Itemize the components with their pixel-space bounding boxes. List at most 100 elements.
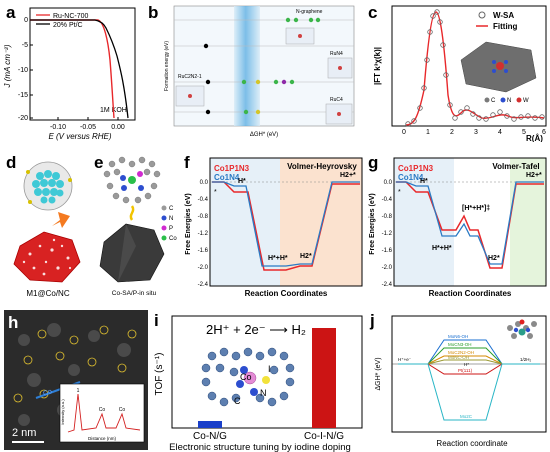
label-b-3: RuC4 bbox=[330, 97, 343, 103]
series-label-g-1: Co1N4 bbox=[398, 173, 424, 182]
panel-letter-g: g bbox=[368, 153, 379, 172]
inset-xlabel: Distance (nm) bbox=[88, 436, 117, 441]
left-label-j: H⁺+e⁻ bbox=[398, 357, 412, 362]
panel-letter-h: h bbox=[8, 313, 19, 332]
haadf-stem-image: Co 1 Co Co Distance (nm) Intensity (a.u.… bbox=[12, 323, 145, 443]
panel-g: g Volmer-Tafel Co1P1N3 Co1N4 * H* [H*+H*… bbox=[366, 150, 550, 300]
inset-peak-0: 1 bbox=[77, 388, 80, 394]
formation-energy-plot: N-graphene RuN4 RuC2N2-1 RuC4 ΔGH* (eV) … bbox=[164, 5, 355, 138]
ytick-g-1: -0.4 bbox=[382, 197, 393, 203]
ylabel-b: Formation energy (eV) bbox=[164, 41, 170, 91]
ytick-g-2: -0.8 bbox=[382, 214, 393, 220]
level-j-5 bbox=[398, 363, 540, 421]
ylabel-a: J (mA cm⁻²) bbox=[3, 44, 12, 88]
w-sa-points bbox=[405, 9, 545, 127]
plot-frame-a bbox=[29, 7, 136, 121]
level-label-j-5: Mo2C bbox=[460, 414, 473, 419]
series-label-g-0: Co1P1N3 bbox=[398, 164, 434, 173]
legend-c-0: W-SA bbox=[493, 11, 514, 20]
state-g-4: H2* bbox=[488, 255, 500, 262]
ylabel-c: |FT k³χ(k)| bbox=[373, 47, 382, 85]
panel-e: e C N P Co Co-SA/P-in situ bbox=[92, 150, 182, 300]
plot-frame-j bbox=[391, 315, 547, 433]
panel-letter-j: j bbox=[370, 311, 375, 330]
co-sa-p-illustration: C N P Co Co-SA/P-in situ bbox=[99, 156, 177, 297]
m1-co-nc-illustration: M1@Co/NC bbox=[13, 161, 81, 298]
line-profile-curve bbox=[67, 393, 141, 433]
label-b-2: RuC2N2-1 bbox=[178, 74, 202, 80]
xlabel-j: Reaction coordinate bbox=[436, 439, 508, 448]
ylabel-g: Free Energies (eV) bbox=[369, 193, 376, 254]
panel-letter-f: f bbox=[184, 153, 190, 172]
atom-e-3: Co bbox=[169, 236, 177, 242]
title-f: Volmer-Heyrovsky bbox=[287, 162, 357, 171]
state-f-2: H*+H* bbox=[268, 255, 288, 262]
plot-frame-c bbox=[391, 5, 547, 127]
xlabel-f: Reaction Coordinates bbox=[245, 289, 328, 298]
legend-c-1: Fitting bbox=[493, 22, 518, 31]
right-label-j: 1/2H₂ bbox=[520, 357, 532, 362]
ytick-f-1: -0.4 bbox=[198, 197, 209, 203]
level-label-j-1: MoCN3-OH bbox=[448, 342, 472, 347]
series-g-co1n4 bbox=[396, 181, 544, 265]
panel-letter-c: c bbox=[368, 3, 378, 22]
polarization-curve-plot: -0.10 -0.05 0.00 0 -5 -10 -15 -20 E (V v… bbox=[3, 7, 136, 141]
ytick-a-3: -15 bbox=[18, 92, 28, 99]
atom-c-1: N bbox=[507, 98, 511, 104]
ylabel-f: Free Energies (eV) bbox=[185, 193, 192, 254]
atom-label-i-1: I bbox=[268, 364, 271, 374]
ytick-a-2: -10 bbox=[18, 67, 28, 74]
inset-peak-2: Co bbox=[119, 407, 126, 413]
panel-i: i 2H⁺ + 2e⁻ ⟶ H₂ Co I N C Co-N/G Co-I-N/… bbox=[150, 308, 366, 452]
series-f-co1n4 bbox=[212, 181, 360, 267]
legend-a-1: 20% Pt/C bbox=[53, 22, 83, 29]
inset-ylabel: Intensity (a.u.) bbox=[60, 399, 65, 425]
ytick-a-0: 0 bbox=[24, 17, 28, 24]
xtick-c-3: 3 bbox=[474, 129, 478, 136]
xlabel-c: R(Å) bbox=[526, 134, 543, 142]
ytick-g-3: -1.2 bbox=[382, 231, 393, 237]
ytick-g-5: -2.0 bbox=[382, 265, 393, 271]
state-f-0: * bbox=[214, 189, 217, 196]
level-label-j-4: Pt(111) bbox=[458, 368, 473, 373]
ytick-f-0: 0.0 bbox=[200, 180, 209, 186]
atom-c-2: W bbox=[523, 98, 529, 104]
xtick-a-2: 0.00 bbox=[111, 124, 125, 131]
ytick-f-2: -0.8 bbox=[198, 214, 209, 220]
panel-c: c W-SA Fitting C N W 0 1 2 bbox=[366, 0, 550, 142]
atom-label-i-0: Co bbox=[240, 372, 252, 382]
plot-frame-g bbox=[393, 157, 547, 287]
xtick-c-0: 0 bbox=[402, 129, 406, 136]
free-energy-diagram-f: Volmer-Heyrovsky Co1P1N3 Co1N4 * H* H*+H… bbox=[185, 157, 363, 298]
level-label-j-3: MoNC-OH bbox=[448, 355, 469, 360]
label-b-1: RuN4 bbox=[330, 51, 343, 57]
title-g: Volmer-Tafel bbox=[492, 162, 539, 171]
state-g-0: * bbox=[398, 189, 401, 196]
curve-ru-nc-700 bbox=[30, 19, 115, 119]
category-i-0: Co-N/G bbox=[193, 431, 227, 442]
atom-e-1: N bbox=[169, 216, 173, 222]
series-label-f-1: Co1N4 bbox=[214, 173, 240, 182]
ytick-g-6: -2.4 bbox=[382, 282, 393, 288]
tof-bar-chart: 2H⁺ + 2e⁻ ⟶ H₂ Co I N C Co-N/G Co-I-N/G … bbox=[154, 315, 363, 452]
state-f-1: H* bbox=[238, 178, 246, 185]
exafs-plot: W-SA Fitting C N W 0 1 2 3 4 5 6 R(Å) |F… bbox=[373, 5, 547, 142]
tof-bar-0 bbox=[198, 421, 222, 428]
fitting-curve bbox=[405, 11, 545, 126]
optimal-zone-b bbox=[234, 6, 260, 126]
xlabel-g: Reaction Coordinates bbox=[429, 289, 512, 298]
atom-label-i-2: N bbox=[260, 388, 267, 398]
ylabel-i: TOF (s⁻¹) bbox=[154, 353, 165, 396]
panel-letter-a: a bbox=[6, 3, 16, 22]
reaction-i: 2H⁺ + 2e⁻ ⟶ H₂ bbox=[206, 322, 306, 337]
plot-frame-f bbox=[209, 157, 363, 287]
ytick-g-4: -1.6 bbox=[382, 248, 393, 254]
xtick-a-1: -0.05 bbox=[80, 124, 96, 131]
caption-e: Co-SA/P-in situ bbox=[112, 290, 157, 297]
caption-i: Electronic structure tuning by iodine do… bbox=[169, 442, 351, 452]
ytick-a-4: -20 bbox=[18, 115, 28, 122]
panel-a: a -0.10 -0.05 0.00 0 -5 -10 -15 -20 E (V… bbox=[0, 0, 140, 142]
panel-b: b N-graphene RuN4 RuC2N2-1 RuC4 ΔGH* bbox=[146, 0, 361, 142]
w-sa-structure bbox=[460, 41, 537, 93]
level-label-j-0: MoN6-OH bbox=[448, 334, 468, 339]
